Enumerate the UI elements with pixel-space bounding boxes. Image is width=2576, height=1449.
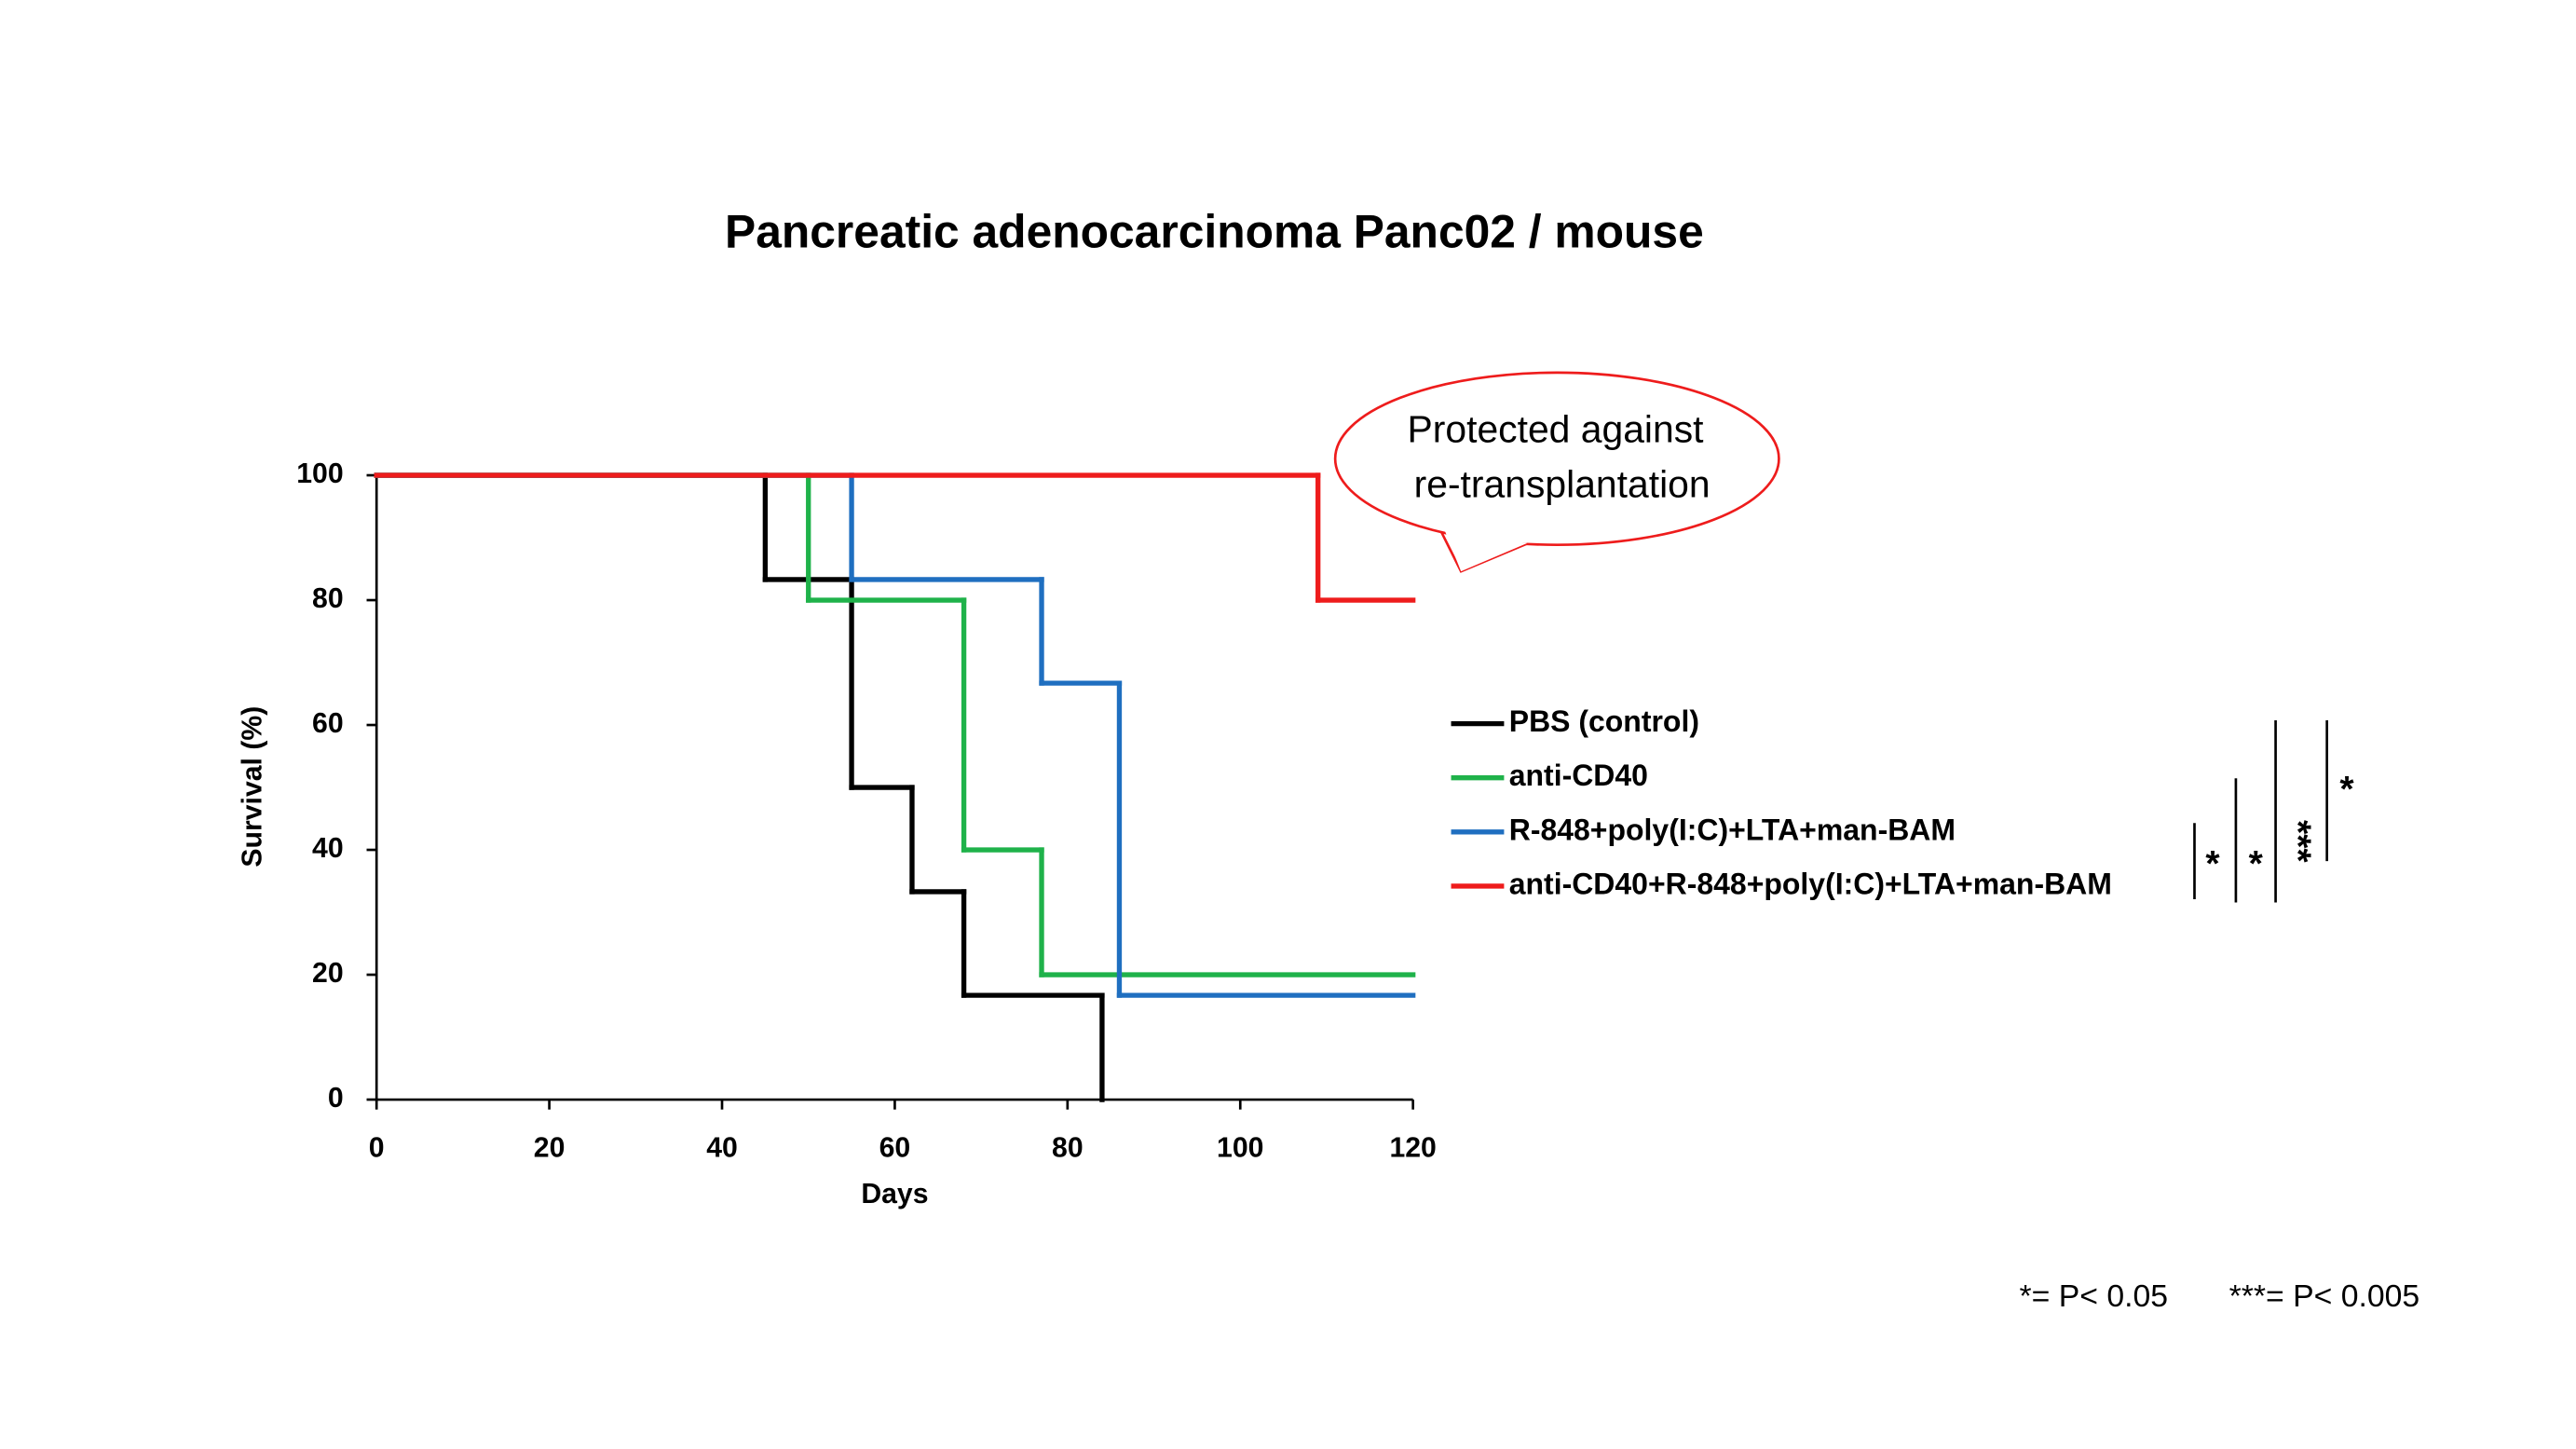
x-tick-label: 120 [1389,1132,1436,1163]
significance-label: *** [2278,820,2318,863]
y-tick-label: 20 [312,958,344,989]
legend-label: anti-CD40 [1509,759,1648,792]
significance-label: * [2205,844,2220,884]
chart-title: Pancreatic adenocarcinoma Panc02 / mouse [725,205,1704,257]
legend-label: PBS (control) [1509,704,1699,738]
significance-label: * [2339,770,2354,810]
y-tick-label: 100 [296,458,343,489]
callout-tail-fill [1444,529,1528,572]
legend-label: anti-CD40+R-848+poly(I:C)+LTA+man-BAM [1509,867,2112,900]
significance-label: * [2249,844,2264,884]
x-tick-label: 100 [1217,1132,1263,1163]
x-tick-label: 40 [706,1132,738,1163]
y-tick-label: 40 [312,833,344,864]
callout-text: re-transplantation [1414,462,1711,505]
x-tick-label: 20 [534,1132,566,1163]
legend-label: R-848+poly(I:C)+LTA+man-BAM [1509,813,1956,846]
x-tick-label: 80 [1052,1132,1084,1163]
y-tick-label: 60 [312,708,344,739]
footnote: *= P< 0.05 [2020,1278,2169,1314]
callout-bubble [1333,371,1780,547]
x-tick-label: 60 [879,1132,911,1163]
callout-text: Protected against [1408,408,1705,451]
footnote: ***= P< 0.005 [2229,1278,2420,1314]
x-axis-label: Days [861,1179,928,1210]
x-tick-label: 0 [369,1132,385,1163]
y-tick-label: 0 [328,1083,344,1114]
y-axis-label: Survival (%) [238,706,268,868]
y-tick-label: 80 [312,583,344,614]
